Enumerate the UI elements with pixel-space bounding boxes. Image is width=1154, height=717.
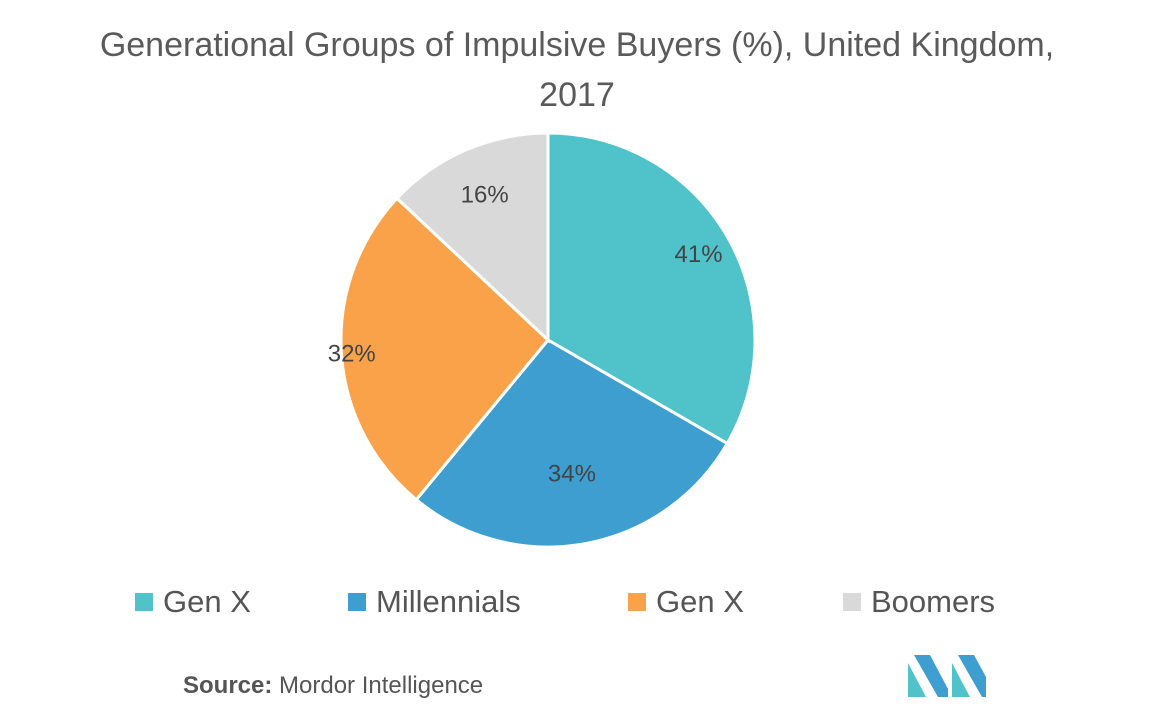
legend-swatch-1 <box>348 593 366 611</box>
legend-label-1: Millennials <box>376 584 521 619</box>
legend-item-1: Millennials <box>348 580 521 624</box>
legend-swatch-0 <box>135 593 153 611</box>
legend-label-2: Gen X <box>656 584 744 619</box>
pie-slice-label-0: 41% <box>675 241 723 268</box>
pie-slices <box>339 131 757 549</box>
source-note: Source: Mordor Intelligence <box>183 672 483 700</box>
legend-item-2: Gen X <box>628 580 744 624</box>
pie-slice-labels: 41% 34% 32% 16% <box>328 182 723 488</box>
pie-slice-0 <box>546 131 757 446</box>
legend-label-0: Gen X <box>163 584 251 619</box>
pie-slice-1 <box>414 338 730 549</box>
legend-item-0: Gen X <box>135 580 251 624</box>
pie-slice-label-3: 16% <box>461 182 509 209</box>
source-text: Mordor Intelligence <box>279 672 484 699</box>
mordor-intelligence-logo <box>908 655 986 697</box>
source-label: Source: <box>183 672 273 699</box>
legend-swatch-2 <box>628 593 646 611</box>
legend-label-3: Boomers <box>871 584 996 619</box>
pie-slice-3 <box>394 131 550 344</box>
pie-slice-label-1: 34% <box>548 460 596 487</box>
legend-item-3: Boomers <box>843 580 995 624</box>
chart-title: Generational Groups of Impulsive Buyers … <box>99 26 1055 114</box>
pie-slice-label-2: 32% <box>328 341 376 368</box>
legend-swatch-3 <box>843 593 861 611</box>
pie-slice-2 <box>339 196 551 502</box>
chart-legend: Gen X Millennials Gen X Boomers <box>0 580 1154 624</box>
